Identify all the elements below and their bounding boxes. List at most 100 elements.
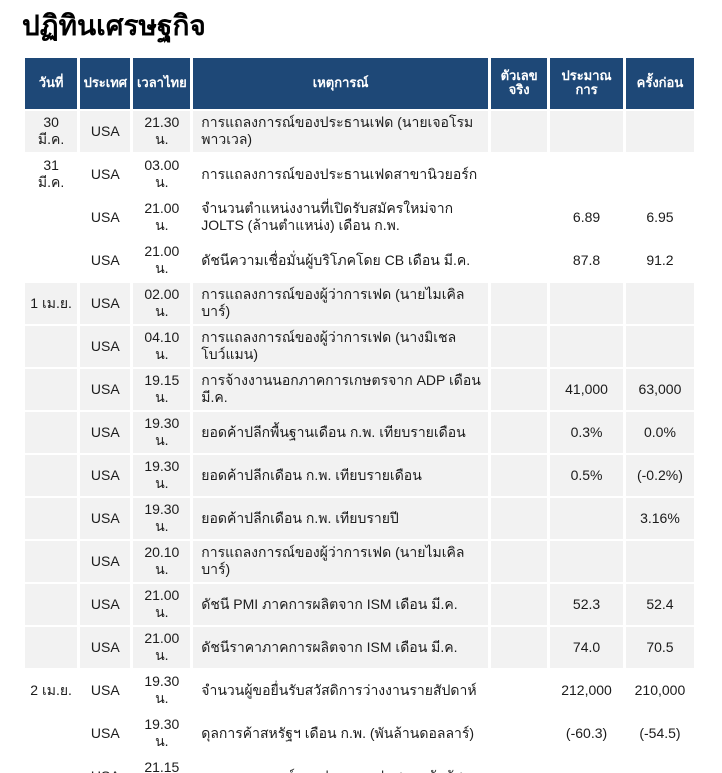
event-cell: จำนวนตำแหน่งงานที่เปิดรับสมัครใหม่จาก JO… [193, 196, 489, 238]
time-cell: 21.00 น. [133, 626, 191, 668]
actual-cell [491, 368, 548, 410]
time-cell: 19.30 น. [133, 411, 191, 453]
event-cell: ดัชนีความเชื่อมั่นผู้บริโภคโดย CB เดือน … [193, 239, 489, 281]
time-cell: 21.00 น. [133, 239, 191, 281]
country-cell: USA [80, 239, 131, 281]
previous-cell: 6.95 [625, 196, 694, 238]
estimate-cell [550, 282, 623, 324]
date-cell [25, 626, 78, 668]
previous-cell: 210,000 [625, 669, 694, 711]
country-cell: USA [80, 368, 131, 410]
estimate-cell [550, 497, 623, 539]
estimate-cell: 41,000 [550, 368, 623, 410]
table-row: USA 21.00 น. ดัชนีราคาภาคการผลิตจาก ISM เด… [25, 626, 694, 668]
actual-cell [491, 239, 548, 281]
time-cell: 21.15 น. [133, 755, 191, 773]
event-cell: การแถลงการณ์ของประธานเฟดสาขาดัลลัส [193, 755, 489, 773]
estimate-cell [550, 153, 623, 195]
previous-cell: 3.16% [625, 497, 694, 539]
table-row: USA 19.30 น. ยอดค้าปลีกเดือน ก.พ. เทียบราย… [25, 454, 694, 496]
column-header-time: เวลาไทย [133, 58, 191, 109]
column-header-event: เหตุการณ์ [193, 58, 489, 109]
previous-cell [625, 540, 694, 582]
country-cell: USA [80, 497, 131, 539]
table-row: 2 เม.ย. USA 19.30 น. จำนวนผู้ขอยื่นรับสวัสด… [25, 669, 694, 711]
time-cell: 21.00 น. [133, 196, 191, 238]
page-title: ปฏิทินเศรษฐกิจ [22, 10, 206, 41]
table-row: USA 04.10 น. การแถลงการณ์ของผู้ว่าการเฟด (… [25, 325, 694, 367]
table-header-row: วันที่ ประเทศ เวลาไทย เหตุการณ์ ตัวเลขจร… [25, 58, 694, 109]
estimate-cell: 52.3 [550, 583, 623, 625]
previous-cell: 0.0% [625, 411, 694, 453]
actual-cell [491, 411, 548, 453]
estimate-cell: 0.3% [550, 411, 623, 453]
table-row: USA 19.15 น. การจ้างงานนอกภาคการเกษตรจาก A… [25, 368, 694, 410]
actual-cell [491, 196, 548, 238]
previous-cell [625, 282, 694, 324]
time-cell: 19.30 น. [133, 454, 191, 496]
table-row: USA 19.30 น. ดุลการค้าสหรัฐฯ เดือน ก.พ. (พ… [25, 712, 694, 754]
event-cell: ดัชนีราคาภาคการผลิตจาก ISM เดือน มี.ค. [193, 626, 489, 668]
country-cell: USA [80, 282, 131, 324]
country-cell: USA [80, 454, 131, 496]
time-cell: 19.15 น. [133, 368, 191, 410]
actual-cell [491, 755, 548, 773]
date-cell [25, 196, 78, 238]
previous-cell: 63,000 [625, 368, 694, 410]
actual-cell [491, 540, 548, 582]
event-cell: การแถลงการณ์ของผู้ว่าการเฟด (นายไมเคิล บ… [193, 282, 489, 324]
country-cell: USA [80, 325, 131, 367]
time-cell: 21.00 น. [133, 583, 191, 625]
actual-cell [491, 669, 548, 711]
country-cell: USA [80, 411, 131, 453]
event-cell: การแถลงการณ์ของผู้ว่าการเฟด (นางมิเชล โบ… [193, 325, 489, 367]
actual-cell [491, 282, 548, 324]
date-cell: 31 มี.ค. [25, 153, 78, 195]
actual-cell [491, 110, 548, 152]
estimate-cell [550, 110, 623, 152]
actual-cell [491, 153, 548, 195]
event-cell: การแถลงการณ์ของประธานเฟดสาขานิวยอร์ก [193, 153, 489, 195]
actual-cell [491, 497, 548, 539]
event-cell: ดัชนี PMI ภาคการผลิตจาก ISM เดือน มี.ค. [193, 583, 489, 625]
event-cell: ดุลการค้าสหรัฐฯ เดือน ก.พ. (พันล้านดอลลา… [193, 712, 489, 754]
previous-cell: 70.5 [625, 626, 694, 668]
table-row: USA 20.10 น. การแถลงการณ์ของผู้ว่าการเฟด (… [25, 540, 694, 582]
actual-cell [491, 325, 548, 367]
column-header-country: ประเทศ [80, 58, 131, 109]
estimate-cell: 74.0 [550, 626, 623, 668]
estimate-cell: (-60.3) [550, 712, 623, 754]
event-cell: การแถลงการณ์ของผู้ว่าการเฟด (นายไมเคิล บ… [193, 540, 489, 582]
date-cell: 2 เม.ย. [25, 669, 78, 711]
time-cell: 19.30 น. [133, 497, 191, 539]
previous-cell: (-54.5) [625, 712, 694, 754]
table-row: 1 เม.ย. USA 02.00 น. การแถลงการณ์ของผู้ว่าก… [25, 282, 694, 324]
time-cell: 19.30 น. [133, 712, 191, 754]
column-header-date: วันที่ [25, 58, 78, 109]
country-cell: USA [80, 712, 131, 754]
country-cell: USA [80, 583, 131, 625]
country-cell: USA [80, 669, 131, 711]
previous-cell: (-0.2%) [625, 454, 694, 496]
time-cell: 21.30 น. [133, 110, 191, 152]
estimate-cell [550, 755, 623, 773]
column-header-estimate: ประมาณการ [550, 58, 623, 109]
event-cell: ยอดค้าปลีกเดือน ก.พ. เทียบรายปี [193, 497, 489, 539]
date-cell [25, 497, 78, 539]
table-row: 31 มี.ค. USA 03.00 น. การแถลงการณ์ของประธาน… [25, 153, 694, 195]
column-header-actual: ตัวเลขจริง [491, 58, 548, 109]
event-cell: การแถลงการณ์ของประธานเฟด (นายเจอโรม พาวเ… [193, 110, 489, 152]
previous-cell: 91.2 [625, 239, 694, 281]
date-cell [25, 368, 78, 410]
estimate-cell [550, 540, 623, 582]
table-row: USA 21.00 น. ดัชนี PMI ภาคการผลิตจาก ISM เ… [25, 583, 694, 625]
table-row: 30 มี.ค. USA 21.30 น. การแถลงการณ์ของประธาน… [25, 110, 694, 152]
previous-cell [625, 153, 694, 195]
estimate-cell: 0.5% [550, 454, 623, 496]
country-cell: USA [80, 196, 131, 238]
date-cell [25, 239, 78, 281]
country-cell: USA [80, 755, 131, 773]
time-cell: 03.00 น. [133, 153, 191, 195]
previous-cell: 52.4 [625, 583, 694, 625]
